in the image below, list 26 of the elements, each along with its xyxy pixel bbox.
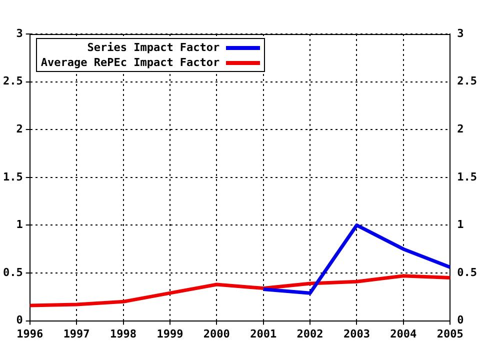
y-tick-label: 2.5 bbox=[2, 74, 23, 88]
x-tick-label: 1998 bbox=[110, 327, 137, 340]
y2-tick-label: 1 bbox=[457, 218, 464, 232]
legend-label: Series Impact Factor bbox=[87, 40, 220, 55]
y2-tick-label: 3 bbox=[457, 26, 464, 40]
x-tick-label: 2004 bbox=[390, 327, 418, 340]
y-tick-label: 2 bbox=[16, 122, 23, 136]
y-tick-label: 0 bbox=[16, 314, 23, 327]
x-tick-label: 1997 bbox=[63, 327, 90, 340]
y-tick-label: 1.5 bbox=[2, 170, 23, 184]
x-tick-label: 1999 bbox=[156, 327, 184, 340]
legend-label: Average RePEc Impact Factor bbox=[40, 55, 220, 70]
x-tick-label: 1996 bbox=[16, 327, 44, 340]
y2-tick-label: 0 bbox=[457, 314, 464, 327]
x-tick-label: 2005 bbox=[436, 327, 464, 340]
y-tick-label: 0.5 bbox=[2, 266, 23, 279]
y2-tick-label: 2.5 bbox=[457, 74, 478, 88]
y-tick-label: 3 bbox=[16, 26, 23, 40]
y2-tick-label: 2 bbox=[457, 122, 464, 136]
x-tick-label: 2001 bbox=[250, 327, 277, 340]
y-tick-label: 1 bbox=[16, 218, 24, 232]
x-tick-label: 2003 bbox=[343, 327, 370, 340]
y2-tick-label: 0.5 bbox=[457, 266, 478, 279]
x-tick-label: 2002 bbox=[296, 327, 324, 340]
x-tick-label: 2000 bbox=[203, 327, 230, 340]
y2-tick-label: 1.5 bbox=[457, 170, 478, 184]
